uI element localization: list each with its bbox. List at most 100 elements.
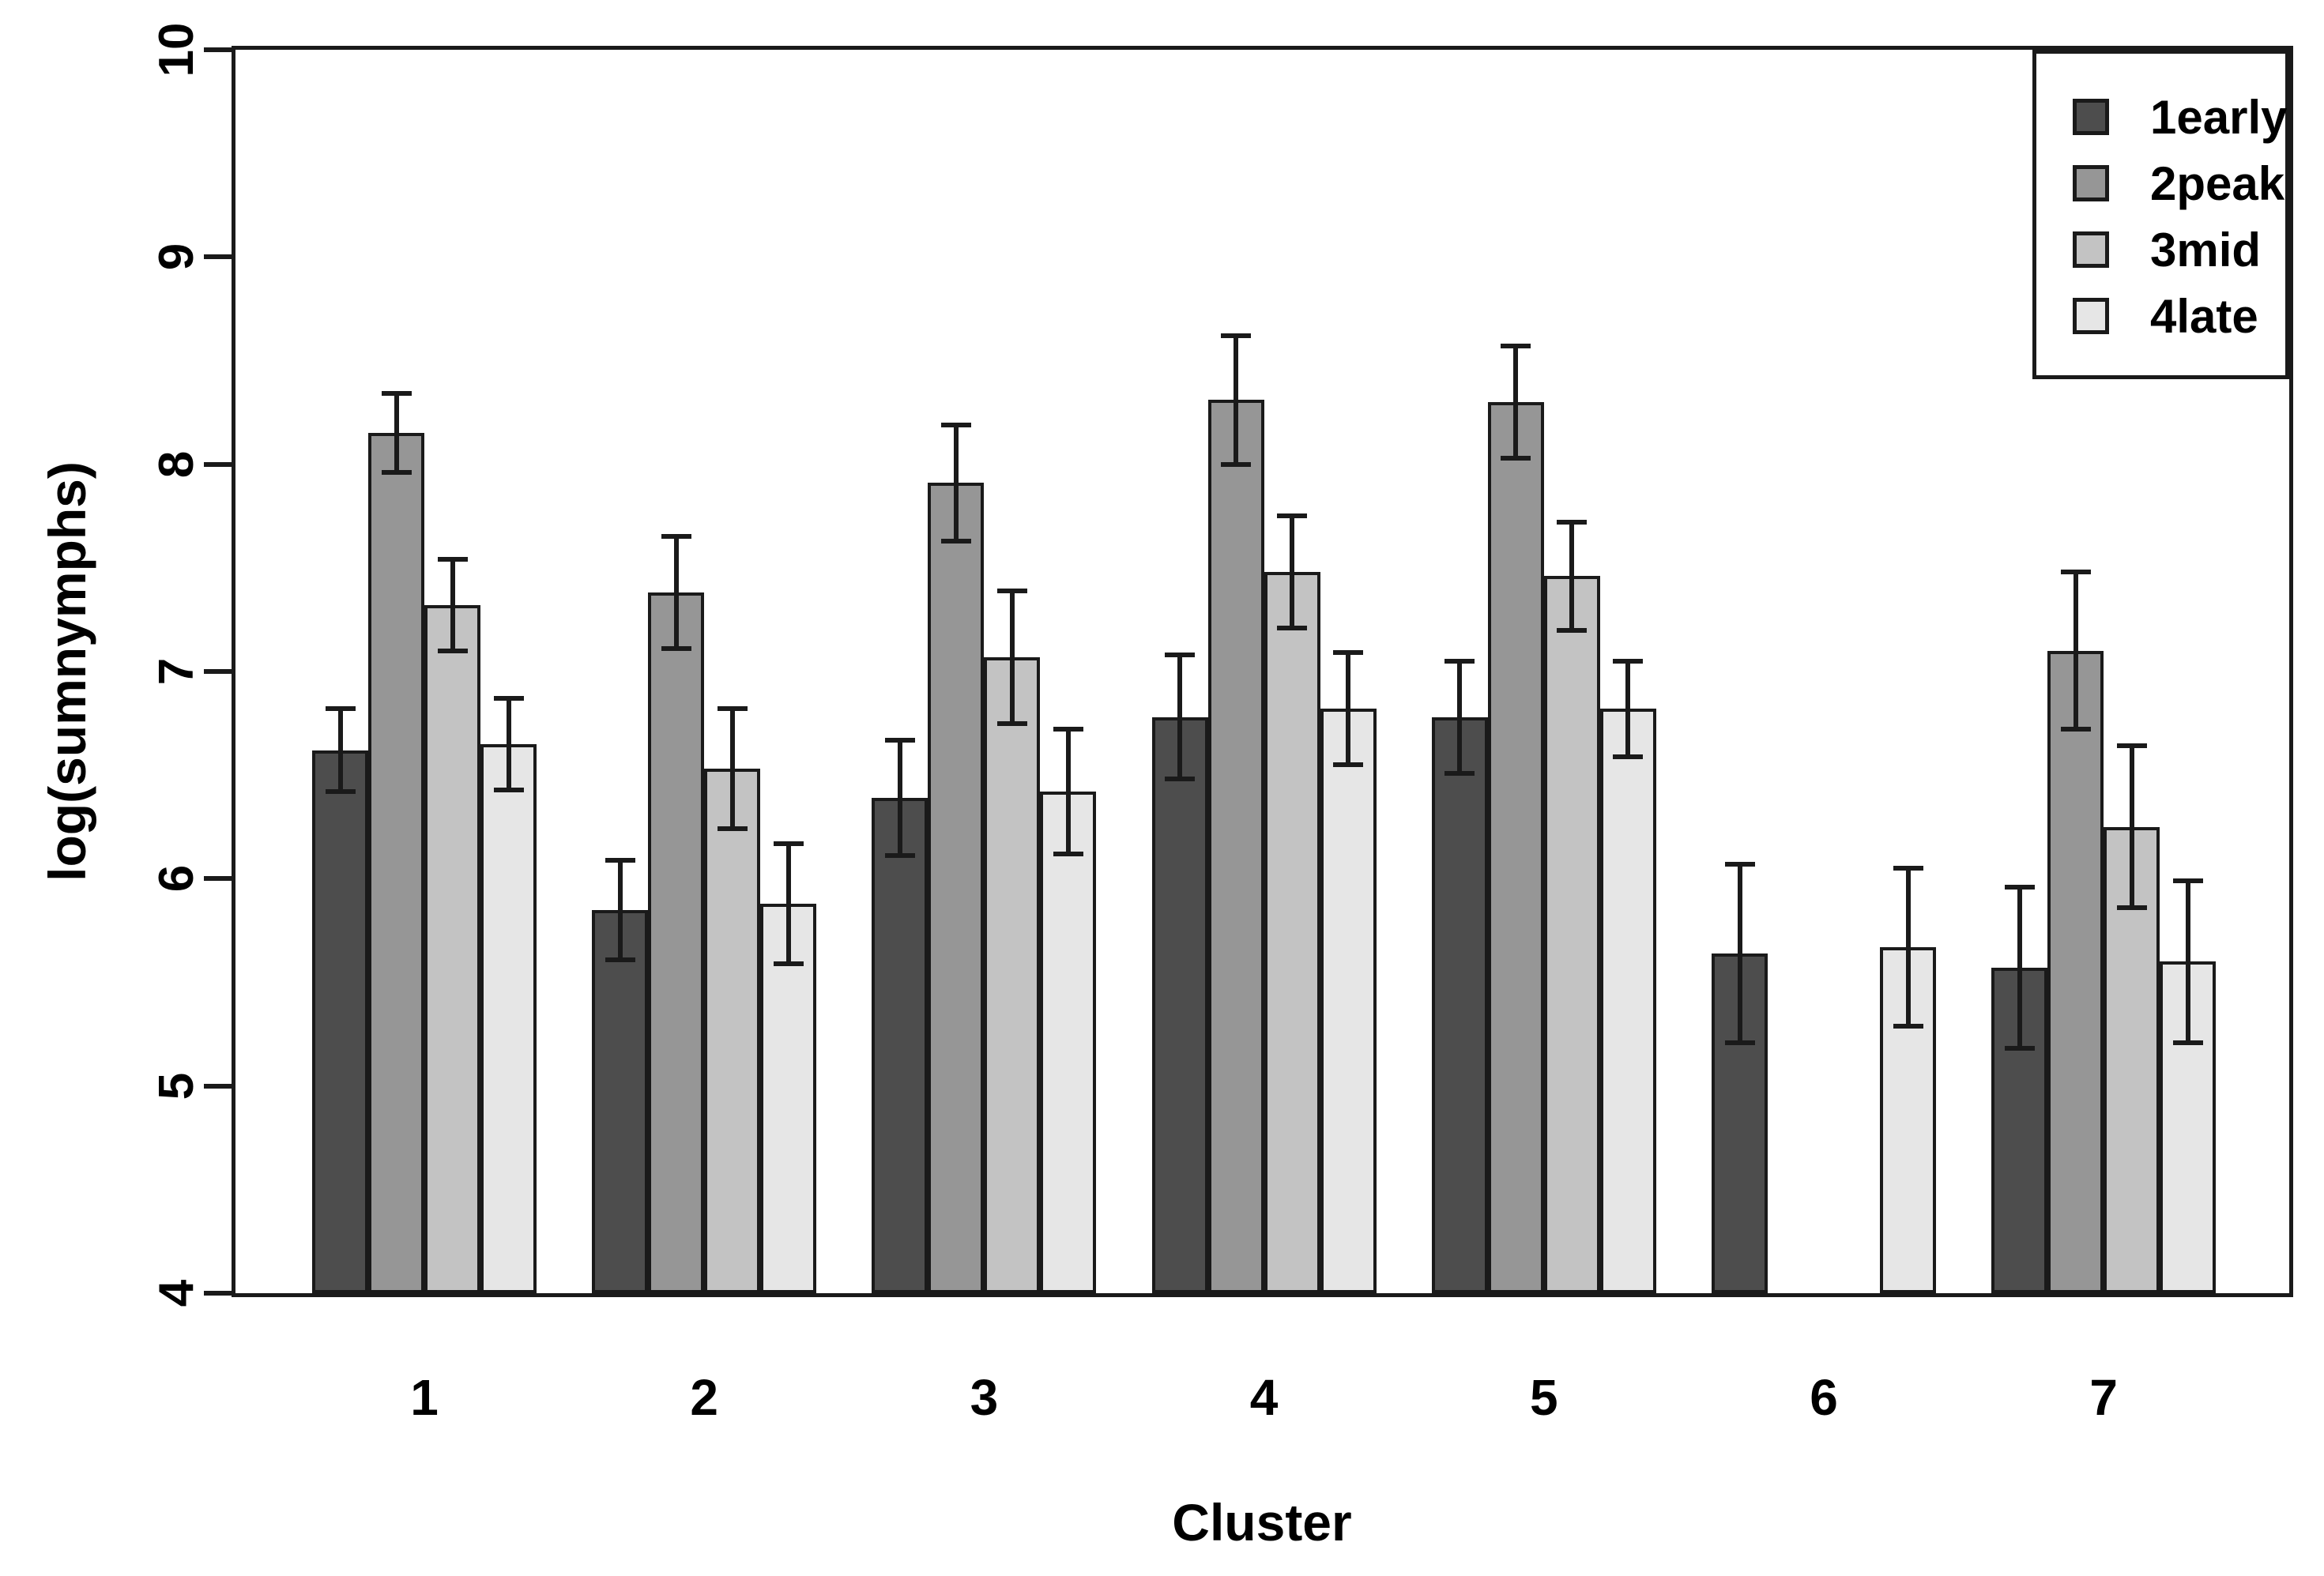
errorbar-cap-bottom-2peak-cluster-2	[661, 646, 691, 652]
errorbar-cap-top-2peak-cluster-7	[2060, 570, 2091, 575]
y-tick-label-9: 9	[149, 243, 204, 271]
bar-2peak-cluster-3	[928, 483, 985, 1293]
x-category-label-6: 6	[1810, 1369, 1838, 1426]
errorbar-cap-top-3mid-cluster-7	[2116, 743, 2147, 749]
bar-1early-cluster-3	[872, 798, 928, 1293]
errorbar-cap-bottom-4late-cluster-5	[1613, 754, 1644, 759]
y-tick-mark-10	[204, 47, 232, 52]
errorbar-line-1early-cluster-2	[617, 859, 623, 960]
errorbar-line-4late-cluster-4	[1346, 653, 1351, 765]
errorbar-cap-top-4late-cluster-2	[773, 841, 804, 846]
legend-item-1early: 1early	[2036, 84, 2288, 150]
errorbar-cap-bottom-4late-cluster-1	[493, 787, 524, 792]
legend-swatch-1early	[2073, 99, 2109, 135]
y-tick-mark-8	[204, 461, 232, 467]
errorbar-line-3mid-cluster-7	[2129, 746, 2134, 908]
legend-swatch-2peak	[2073, 165, 2109, 201]
errorbar-cap-top-4late-cluster-5	[1613, 658, 1644, 664]
errorbar-line-1early-cluster-1	[337, 709, 343, 792]
y-tick-mark-7	[204, 669, 232, 674]
errorbar-cap-top-3mid-cluster-4	[1277, 513, 1308, 519]
bar-2peak-cluster-1	[368, 433, 424, 1293]
y-tick-label-7: 7	[149, 657, 204, 686]
y-tick-label-8: 8	[149, 450, 204, 478]
legend-item-4late: 4late	[2036, 283, 2285, 349]
y-tick-label-10: 10	[149, 22, 204, 77]
errorbar-cap-top-4late-cluster-7	[2172, 878, 2203, 883]
errorbar-cap-bottom-1early-cluster-7	[2004, 1046, 2035, 1051]
errorbar-line-4late-cluster-3	[1065, 729, 1071, 854]
errorbar-cap-bottom-4late-cluster-2	[773, 961, 804, 966]
legend-label-1early: 1early	[2150, 90, 2288, 144]
bar-2peak-cluster-7	[2047, 650, 2104, 1293]
errorbar-cap-bottom-4late-cluster-6	[1893, 1023, 1923, 1029]
errorbar-cap-top-1early-cluster-5	[1444, 658, 1475, 664]
errorbar-cap-bottom-4late-cluster-4	[1333, 762, 1364, 768]
errorbar-cap-top-4late-cluster-3	[1053, 727, 1083, 732]
errorbar-cap-bottom-3mid-cluster-4	[1277, 625, 1308, 630]
x-category-label-7: 7	[2089, 1369, 2118, 1426]
errorbar-cap-bottom-1early-cluster-1	[325, 789, 356, 795]
y-tick-label-4: 4	[149, 1279, 204, 1307]
legend-label-2peak: 2peak	[2150, 156, 2285, 210]
errorbar-cap-top-1early-cluster-7	[2004, 884, 2035, 890]
errorbar-cap-top-1early-cluster-3	[884, 737, 915, 743]
errorbar-cap-bottom-2peak-cluster-3	[940, 538, 971, 544]
errorbar-cap-bottom-3mid-cluster-1	[437, 648, 468, 653]
errorbar-cap-bottom-1early-cluster-3	[884, 853, 915, 859]
bar-2peak-cluster-5	[1487, 401, 1544, 1293]
errorbar-line-1early-cluster-6	[1737, 863, 1742, 1043]
y-tick-label-6: 6	[149, 865, 204, 893]
errorbar-line-2peak-cluster-3	[953, 424, 959, 541]
errorbar-line-1early-cluster-5	[1457, 660, 1463, 773]
errorbar-cap-top-3mid-cluster-3	[996, 588, 1027, 593]
errorbar-cap-bottom-1early-cluster-4	[1165, 777, 1196, 782]
x-category-label-2: 2	[690, 1369, 718, 1426]
bar-3mid-cluster-1	[424, 605, 480, 1293]
errorbar-cap-bottom-4late-cluster-3	[1053, 851, 1083, 856]
errorbar-cap-bottom-2peak-cluster-4	[1221, 461, 1252, 467]
errorbar-cap-top-4late-cluster-6	[1893, 866, 1923, 871]
bar-4late-cluster-5	[1599, 709, 1656, 1293]
errorbar-cap-bottom-1early-cluster-2	[605, 957, 635, 962]
errorbar-cap-bottom-3mid-cluster-7	[2116, 905, 2147, 911]
x-category-label-5: 5	[1530, 1369, 1558, 1426]
legend-label-4late: 4late	[2150, 289, 2258, 343]
bar-4late-cluster-1	[480, 743, 537, 1293]
errorbar-line-1early-cluster-7	[2017, 886, 2022, 1049]
bar-3mid-cluster-3	[984, 656, 1041, 1293]
errorbar-line-2peak-cluster-7	[2073, 572, 2078, 730]
errorbar-line-3mid-cluster-3	[1009, 590, 1015, 724]
errorbar-line-2peak-cluster-5	[1513, 346, 1519, 458]
y-tick-mark-5	[204, 1083, 232, 1089]
legend-swatch-4late	[2073, 298, 2109, 334]
bar-4late-cluster-2	[760, 903, 817, 1293]
bar-1early-cluster-1	[312, 750, 368, 1293]
bar-3mid-cluster-2	[704, 769, 761, 1293]
x-axis-title: Cluster	[1172, 1493, 1352, 1552]
legend-label-3mid: 3mid	[2150, 223, 2262, 276]
x-category-label-1: 1	[410, 1369, 439, 1426]
errorbar-line-2peak-cluster-1	[394, 393, 399, 473]
bar-1early-cluster-2	[592, 909, 649, 1293]
errorbar-cap-top-4late-cluster-4	[1333, 650, 1364, 656]
bar-1early-cluster-4	[1151, 717, 1208, 1293]
errorbar-cap-bottom-2peak-cluster-7	[2060, 727, 2091, 732]
bar-2peak-cluster-2	[648, 592, 705, 1293]
errorbar-cap-bottom-1early-cluster-6	[1724, 1040, 1755, 1045]
bar-3mid-cluster-5	[1543, 576, 1600, 1293]
errorbar-line-3mid-cluster-1	[450, 559, 455, 651]
x-category-label-3: 3	[970, 1369, 999, 1426]
errorbar-line-3mid-cluster-5	[1569, 522, 1575, 630]
errorbar-cap-top-3mid-cluster-1	[437, 557, 468, 562]
y-tick-mark-6	[204, 876, 232, 882]
errorbar-line-4late-cluster-5	[1625, 660, 1631, 757]
y-tick-label-5: 5	[149, 1072, 204, 1100]
y-tick-mark-9	[204, 254, 232, 260]
errorbar-cap-top-1early-cluster-1	[325, 706, 356, 712]
legend: 1early 2peak 3mid 4late	[2032, 50, 2289, 379]
errorbar-line-3mid-cluster-2	[729, 709, 735, 829]
errorbar-cap-bottom-3mid-cluster-5	[1557, 627, 1588, 633]
